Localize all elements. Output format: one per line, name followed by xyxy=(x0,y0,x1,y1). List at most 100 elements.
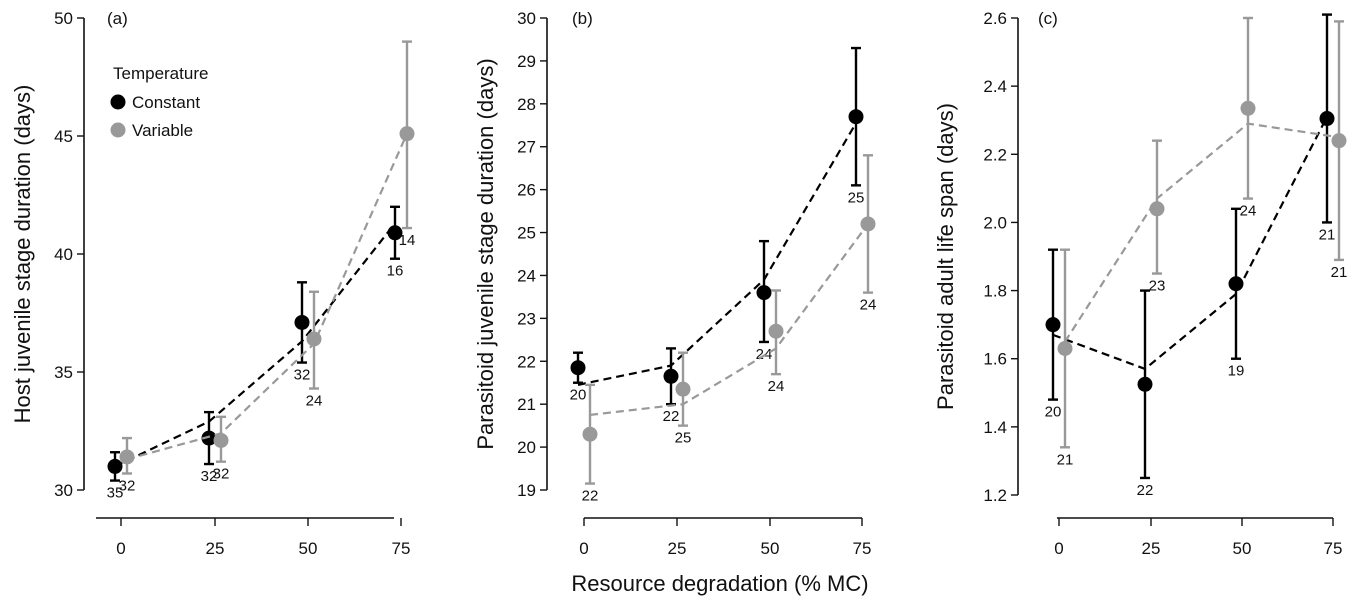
data-point-variable xyxy=(675,381,691,397)
trend-line-constant xyxy=(114,222,396,468)
data-point-variable xyxy=(860,216,876,232)
y-tick-label: 23 xyxy=(517,309,536,328)
y-tick-label: 19 xyxy=(517,481,536,500)
legend: Temperature Constant Variable xyxy=(110,64,208,140)
panel-label: (a) xyxy=(107,9,128,28)
x-tick-label: 75 xyxy=(392,539,411,558)
data-point-variable xyxy=(582,426,598,442)
sample-size-label: 19 xyxy=(1228,363,1245,380)
sample-size-label: 24 xyxy=(1240,203,1257,220)
sample-size-label: 32 xyxy=(119,477,136,494)
data-point-constant xyxy=(1319,111,1335,127)
y-tick-label: 1.6 xyxy=(983,350,1007,369)
sample-size-label: 25 xyxy=(675,430,692,447)
data-point-constant xyxy=(848,109,864,125)
y-tick-label: 40 xyxy=(54,245,73,264)
data-point-constant xyxy=(387,225,403,241)
data-point-variable xyxy=(399,126,415,142)
data-point-variable xyxy=(1057,340,1073,356)
x-tick-label: 75 xyxy=(853,539,872,558)
y-tick-label: 45 xyxy=(54,127,73,146)
trend-line-variable xyxy=(1064,122,1340,343)
y-tick-label: 2.4 xyxy=(983,77,1007,96)
y-tick-label: 2.0 xyxy=(983,213,1007,232)
sample-size-label: 32 xyxy=(294,367,311,384)
sample-size-label: 35 xyxy=(107,485,124,502)
y-axis-title: Parasitoid juvenile stage duration (days… xyxy=(473,58,498,449)
y-axis-title: Host juvenile stage duration (days) xyxy=(10,85,35,424)
y-tick-label: 50 xyxy=(54,9,73,28)
trend-line-constant xyxy=(577,122,857,386)
data-point-variable xyxy=(768,323,784,339)
panel-label: (c) xyxy=(1038,9,1058,28)
x-tick-label: 25 xyxy=(668,539,687,558)
y-tick-label: 1.8 xyxy=(983,282,1007,301)
data-point-constant xyxy=(570,360,586,376)
y-tick-label: 2.2 xyxy=(983,145,1007,164)
sample-size-label: 23 xyxy=(1149,278,1166,295)
x-tick-label: 0 xyxy=(1054,539,1063,558)
data-point-constant xyxy=(1045,317,1061,333)
data-point-variable xyxy=(1331,133,1347,149)
panel-1: 30 35 40 45 50 0 25 50 75 Host juvenile stage dur… xyxy=(10,9,415,558)
sample-size-label: 22 xyxy=(582,488,599,505)
y-tick-label: 30 xyxy=(54,481,73,500)
x-tick-label: 25 xyxy=(206,539,225,558)
x-axis-title: Resource degradation (% MC) xyxy=(571,571,868,596)
data-point-constant xyxy=(756,285,772,301)
sample-size-label: 16 xyxy=(387,263,404,280)
legend-marker xyxy=(110,122,126,138)
y-tick-label: 2.6 xyxy=(983,9,1007,28)
y-tick-label: 20 xyxy=(517,438,536,457)
sample-size-label: 32 xyxy=(201,468,218,485)
sample-size-label: 21 xyxy=(1057,451,1074,468)
y-tick-label: 26 xyxy=(517,181,536,200)
x-tick-label: 0 xyxy=(116,539,125,558)
data-point-variable xyxy=(213,432,229,448)
panel-2: 19 20 21 22 23 24 25 26 27 28 29 30 0 25 50 75 Parasitoi… xyxy=(473,9,876,558)
data-point-constant xyxy=(1228,276,1244,292)
sample-size-label: 32 xyxy=(213,466,230,483)
data-point-variable xyxy=(306,331,322,347)
y-axis-title: Parasitoid adult life span (days) xyxy=(933,103,958,410)
x-tick-label: 25 xyxy=(1142,539,1161,558)
data-point-variable xyxy=(1149,201,1165,217)
x-tick-label: 50 xyxy=(761,539,780,558)
sample-size-label: 24 xyxy=(306,393,323,410)
legend-title: Temperature xyxy=(113,64,208,83)
y-tick-label: 1.4 xyxy=(983,418,1007,437)
data-point-variable xyxy=(1240,100,1256,116)
sample-size-label: 25 xyxy=(848,189,865,206)
y-tick-label: 30 xyxy=(517,9,536,28)
x-tick-label: 75 xyxy=(1324,539,1343,558)
y-tick-label: 1.2 xyxy=(983,486,1007,505)
panel-label: (b) xyxy=(572,9,593,28)
legend-marker xyxy=(110,94,126,110)
sample-size-label: 24 xyxy=(768,378,785,395)
data-point-constant xyxy=(107,458,123,474)
y-tick-label: 24 xyxy=(517,266,536,285)
sample-size-label: 20 xyxy=(1045,404,1062,421)
data-point-variable xyxy=(119,449,135,465)
trend-line-constant xyxy=(1052,116,1328,371)
data-point-constant xyxy=(663,368,679,384)
sample-size-label: 24 xyxy=(860,297,877,314)
x-tick-label: 50 xyxy=(1233,539,1252,558)
x-tick-label: 0 xyxy=(579,539,588,558)
trend-line-variable xyxy=(589,223,869,417)
sample-size-label: 21 xyxy=(1331,264,1348,281)
y-tick-label: 25 xyxy=(517,224,536,243)
trend-line-variable xyxy=(126,133,409,461)
sample-size-label: 20 xyxy=(570,387,587,404)
y-tick-label: 29 xyxy=(517,52,536,71)
sample-size-label: 14 xyxy=(399,232,416,249)
data-point-constant xyxy=(1137,376,1153,392)
y-tick-label: 35 xyxy=(54,363,73,382)
y-tick-label: 21 xyxy=(517,395,536,414)
legend-label: Variable xyxy=(132,121,193,140)
y-tick-label: 28 xyxy=(517,95,536,114)
panel-3: 1.2 1.4 1.6 1.8 2.0 2.2 2.4 2.6 0 25 50 75 Parasitoi… xyxy=(933,9,1347,558)
y-tick-label: 27 xyxy=(517,138,536,157)
data-point-constant xyxy=(294,314,310,330)
